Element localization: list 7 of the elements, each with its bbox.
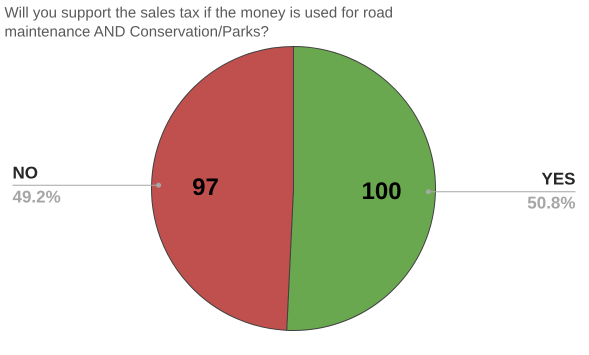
chart-title: Will you support the sales tax if the money is used for road maintenance AND Conservation/Parks? — [4, 4, 394, 40]
slice-label: NO — [12, 163, 38, 182]
slice-label: YES — [541, 170, 576, 189]
data-label: 100 — [361, 178, 402, 206]
data-label: 97 — [192, 174, 219, 201]
text: 49.2% — [12, 187, 61, 206]
text: 50.8% — [527, 194, 576, 213]
